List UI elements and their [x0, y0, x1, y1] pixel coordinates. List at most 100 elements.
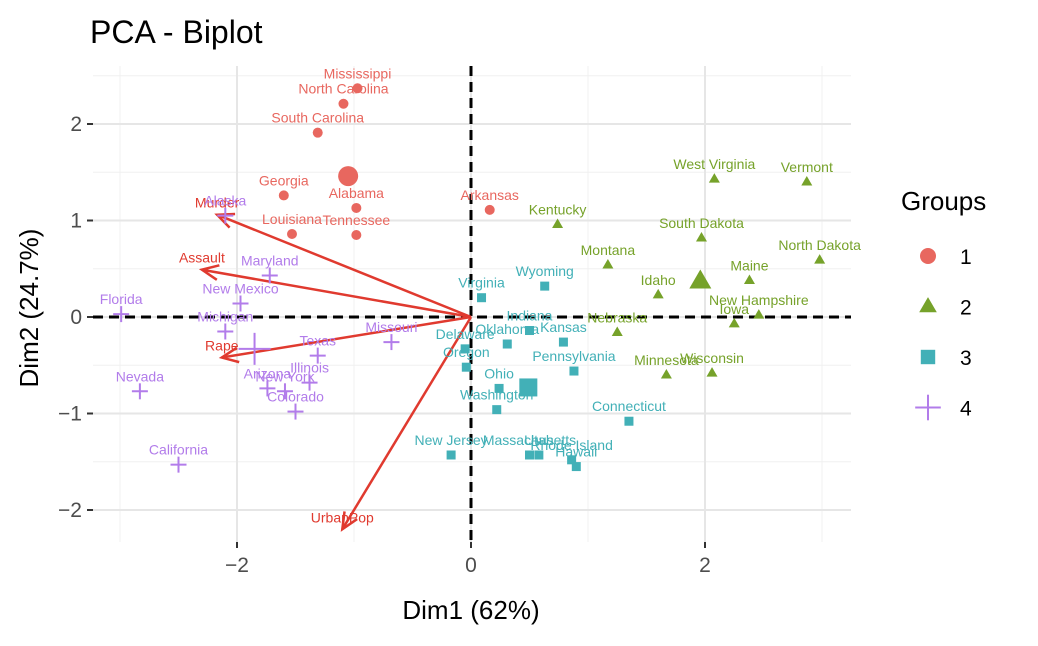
point-minnesota	[660, 369, 672, 379]
point-new-york	[276, 383, 293, 400]
arrowhead	[218, 346, 240, 364]
legend-key-2	[919, 297, 937, 313]
point-connecticut	[624, 416, 634, 426]
point-florida	[113, 306, 130, 323]
legend-key-4	[915, 394, 941, 421]
point-colorado	[287, 403, 304, 420]
point-maryland	[261, 267, 278, 284]
point-illinois	[301, 374, 318, 391]
point-new-jersey	[446, 450, 456, 460]
variable-label: Rape	[205, 338, 239, 354]
arrowhead	[198, 264, 220, 281]
point-indiana	[525, 326, 534, 336]
arrow-assault	[201, 268, 472, 319]
point-iowa	[728, 317, 740, 328]
point-label: South Dakota	[659, 215, 744, 231]
point-pennsylvania	[569, 366, 579, 376]
x-tick-label: −2	[225, 554, 249, 577]
point-label: Arizona	[244, 365, 292, 381]
point-louisiana	[286, 229, 297, 240]
point-label: North Dakota	[778, 237, 861, 253]
point-wyoming	[540, 281, 550, 291]
point-label: Iowa	[719, 301, 749, 317]
point-north-dakota	[814, 254, 826, 264]
y-tick-label: −1	[58, 403, 82, 426]
point-oklahoma	[502, 339, 512, 349]
arrow-rape	[221, 315, 472, 359]
point-delaware	[460, 344, 470, 354]
variable-label: Murder	[195, 195, 240, 211]
legend-title: Groups	[901, 186, 986, 216]
point-south-carolina	[312, 127, 323, 138]
point-label: Alabama	[329, 185, 384, 201]
point-idaho	[652, 288, 664, 299]
legend-label: 3	[960, 347, 972, 370]
data-points	[113, 83, 826, 473]
point-label: Kentucky	[529, 201, 587, 217]
point-label: Utah	[524, 432, 554, 448]
point-label: West Virginia	[673, 156, 755, 172]
point-label: Alaska	[204, 193, 246, 209]
point-north-carolina	[338, 98, 349, 109]
point-tennessee	[351, 229, 362, 240]
point-arkansas	[484, 204, 495, 215]
point-oregon	[461, 362, 471, 372]
point-ohio	[494, 383, 504, 393]
point-label: Wyoming	[516, 263, 574, 279]
y-tick-label: −2	[58, 499, 82, 522]
point-label: Louisiana	[262, 211, 322, 227]
point-label: Oregon	[443, 344, 490, 360]
y-tick-label: 0	[70, 306, 82, 329]
point-nebraska	[611, 326, 623, 337]
point-alaska	[217, 207, 234, 224]
point-label: Wisconsin	[680, 350, 744, 366]
point-alabama	[351, 202, 362, 213]
point-label: Maryland	[241, 253, 299, 269]
point-label: Illinois	[290, 360, 329, 376]
point-kentucky	[552, 218, 564, 228]
point-label: Colorado	[267, 389, 324, 405]
legend-label: 2	[960, 297, 972, 320]
legend-key-1	[920, 248, 936, 264]
point-wisconsin	[706, 367, 718, 377]
point-label: Washington	[460, 387, 533, 403]
arrow-murder	[216, 213, 472, 319]
point-label: New Jersey	[415, 432, 488, 448]
point-maine	[743, 274, 755, 284]
point-label: Connecticut	[592, 398, 666, 414]
point-label: New Mexico	[202, 280, 278, 296]
group-4-centroid	[238, 332, 271, 365]
variable-label: Assault	[179, 250, 225, 266]
point-label: Michigan	[197, 308, 253, 324]
legend-label: 4	[960, 398, 972, 421]
x-tick-label: 0	[465, 554, 477, 577]
variable-label: UrbanPop	[311, 509, 374, 525]
y-tick-label: 1	[70, 210, 82, 233]
point-south-dakota	[695, 231, 707, 242]
point-rhode-island	[567, 455, 577, 465]
point-label: New Hampshire	[709, 292, 809, 308]
point-mississippi	[352, 83, 363, 94]
x-tick-label: 2	[699, 554, 711, 577]
point-michigan	[217, 323, 234, 340]
point-label: Pennsylvania	[532, 348, 615, 364]
point-hawaii	[571, 462, 581, 472]
point-label: Minnesota	[634, 352, 699, 368]
point-label: Massachusetts	[483, 432, 576, 448]
point-virginia	[477, 293, 487, 303]
y-tick-label: 2	[70, 113, 82, 136]
point-vermont	[801, 176, 813, 186]
point-california	[170, 456, 187, 473]
chart-title: PCA - Biplot	[90, 14, 263, 50]
point-label: Arkansas	[461, 187, 519, 203]
point-kansas	[558, 337, 568, 347]
point-missouri	[383, 334, 400, 351]
point-label: Nebraska	[587, 309, 647, 325]
point-label: New York	[255, 368, 315, 384]
y-axis-label: Dim2 (24.7%)	[14, 229, 44, 388]
variable-arrows: Murder Assault Rape UrbanPop	[179, 195, 473, 532]
point-new-mexico	[232, 295, 249, 312]
